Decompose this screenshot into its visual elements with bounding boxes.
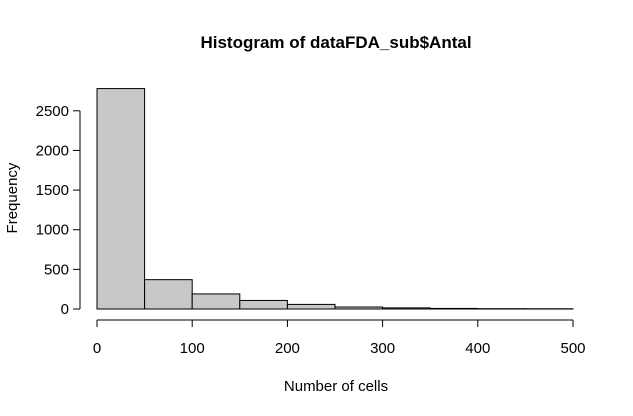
x-tick-label: 400: [465, 340, 490, 357]
x-tick-label: 200: [275, 340, 300, 357]
histogram-bar: [191, 293, 241, 310]
x-tick-label: 500: [560, 340, 585, 357]
x-axis-label: Number of cells: [284, 378, 388, 395]
y-tick-label: 1500: [36, 182, 69, 199]
y-tick-label: 2000: [36, 142, 69, 159]
histogram-bar: [286, 303, 336, 310]
y-tick-label: 500: [44, 261, 69, 278]
x-tick-label: 300: [370, 340, 395, 357]
histogram-bar: [334, 306, 384, 310]
histogram-bar: [429, 307, 479, 310]
x-tick-label: 100: [180, 340, 205, 357]
y-tick-label: 2500: [36, 103, 69, 120]
y-tick-label: 0: [61, 301, 69, 318]
histogram-bar: [144, 279, 193, 310]
bars-group: [96, 88, 574, 310]
y-axis-label: Frequency: [4, 162, 21, 233]
y-tick-label: 1000: [36, 222, 69, 239]
histogram-bar: [382, 307, 431, 310]
histogram-bar: [96, 88, 146, 310]
chart-title: Histogram of dataFDA_sub$Antal: [200, 33, 471, 52]
x-tick-label: 0: [93, 340, 101, 357]
x-axis: 0 100 200 300 400 500: [93, 319, 586, 357]
histogram-bar: [239, 299, 288, 310]
y-axis: 0 500 1000 1500 2000 2500: [36, 103, 81, 318]
